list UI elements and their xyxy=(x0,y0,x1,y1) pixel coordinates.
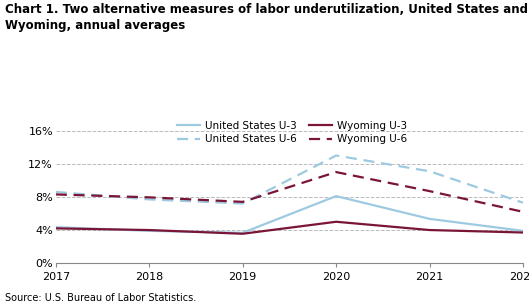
Text: Chart 1. Two alternative measures of labor underutilization, United States and
W: Chart 1. Two alternative measures of lab… xyxy=(5,3,528,32)
Legend: United States U-3, United States U-6, Wyoming U-3, Wyoming U-6: United States U-3, United States U-6, Wy… xyxy=(173,117,412,148)
Text: Source: U.S. Bureau of Labor Statistics.: Source: U.S. Bureau of Labor Statistics. xyxy=(5,293,196,303)
